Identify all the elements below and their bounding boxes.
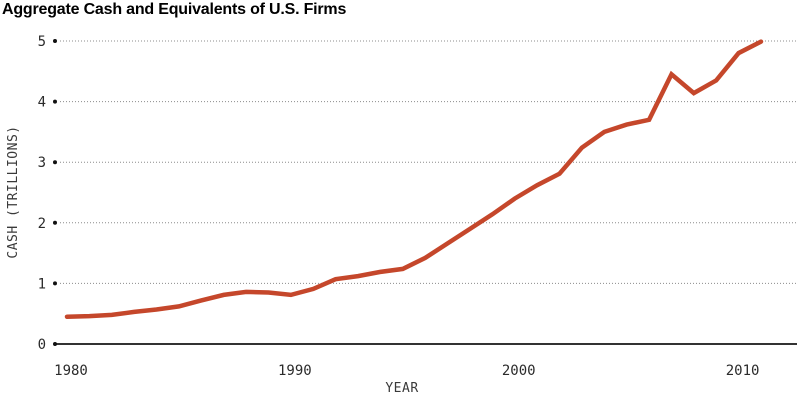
y-tick-dot-3 — [53, 160, 57, 165]
y-tick-dot-5 — [53, 39, 57, 43]
y-tick-label-2: 2 — [38, 216, 46, 232]
y-tick-dot-0 — [53, 342, 57, 346]
y-tick-dot-4 — [53, 99, 57, 104]
x-tick-label-1980: 1980 — [54, 363, 88, 379]
x-tick-label-2010: 2010 — [726, 363, 760, 379]
y-tick-label-4: 4 — [38, 95, 46, 111]
x-tick-label-1990: 1990 — [278, 363, 312, 379]
y-tick-label-3: 3 — [38, 155, 46, 171]
y-tick-dot-1 — [53, 281, 57, 286]
x-axis-title: YEAR — [385, 381, 418, 396]
y-tick-label-5: 5 — [38, 34, 46, 50]
y-tick-label-0: 0 — [38, 337, 46, 353]
cash-data-line — [64, 39, 764, 319]
y-axis-title: CASH (TRILLIONS) — [6, 125, 21, 258]
y-tick-label-1: 1 — [38, 276, 46, 292]
x-tick-label-2000: 2000 — [502, 363, 536, 379]
chart-title: Aggregate Cash and Equivalents of U.S. F… — [2, 1, 347, 18]
y-tick-dot-2 — [53, 220, 57, 225]
